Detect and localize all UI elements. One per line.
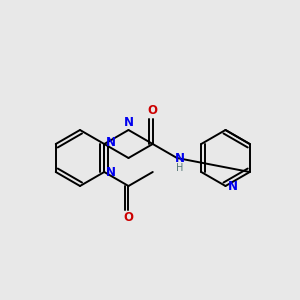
- Text: N: N: [175, 152, 185, 166]
- Text: O: O: [148, 104, 158, 117]
- Text: H: H: [176, 163, 184, 173]
- Text: N: N: [106, 167, 116, 179]
- Text: N: N: [106, 136, 116, 149]
- Text: N: N: [227, 181, 238, 194]
- Text: N: N: [124, 116, 134, 128]
- Text: O: O: [124, 211, 134, 224]
